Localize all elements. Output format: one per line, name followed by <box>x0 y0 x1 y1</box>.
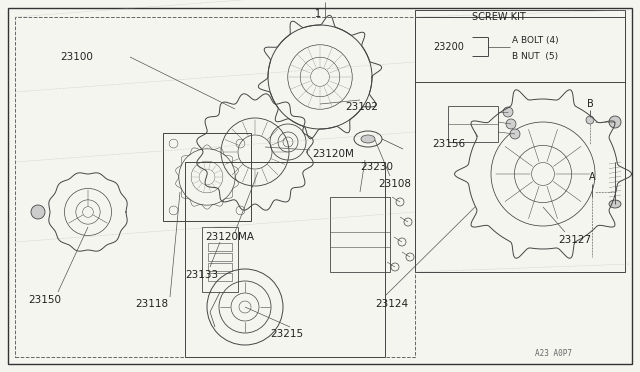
Text: 23127: 23127 <box>558 235 591 245</box>
Circle shape <box>586 116 594 124</box>
Circle shape <box>31 205 45 219</box>
Bar <box>202 227 238 292</box>
Text: A BOLT (4): A BOLT (4) <box>512 35 559 45</box>
Text: 23118: 23118 <box>135 299 168 309</box>
Text: 23120M: 23120M <box>312 149 354 159</box>
Circle shape <box>503 107 513 117</box>
Text: 1: 1 <box>315 9 321 19</box>
Bar <box>208 263 232 271</box>
Text: 23100: 23100 <box>60 52 93 62</box>
Bar <box>208 273 232 281</box>
Text: 23150: 23150 <box>28 295 61 305</box>
Bar <box>415 10 625 82</box>
Text: 23215: 23215 <box>270 329 303 339</box>
Bar <box>185 162 385 357</box>
Text: A: A <box>589 172 595 182</box>
Bar <box>208 243 232 251</box>
Circle shape <box>609 116 621 128</box>
Bar <box>448 106 498 142</box>
Text: 23230: 23230 <box>360 162 393 172</box>
Bar <box>208 253 232 261</box>
Text: B NUT  (5): B NUT (5) <box>512 51 558 61</box>
Text: 23108: 23108 <box>378 179 411 189</box>
Text: 23124: 23124 <box>375 299 408 309</box>
Circle shape <box>506 119 516 129</box>
Bar <box>15 17 415 357</box>
Text: SCREW KIT: SCREW KIT <box>472 12 525 22</box>
Text: 23200: 23200 <box>433 42 464 52</box>
Text: 23133: 23133 <box>185 270 218 280</box>
Text: B: B <box>587 99 593 109</box>
Bar <box>163 133 251 221</box>
Text: 23120MA: 23120MA <box>205 232 254 242</box>
Ellipse shape <box>609 200 621 208</box>
Ellipse shape <box>361 135 375 143</box>
Bar <box>415 17 625 272</box>
Text: A23 A0P7: A23 A0P7 <box>535 350 572 359</box>
Circle shape <box>510 129 520 139</box>
Text: 23156: 23156 <box>432 139 465 149</box>
Text: 23102: 23102 <box>345 102 378 112</box>
Bar <box>330 197 390 272</box>
